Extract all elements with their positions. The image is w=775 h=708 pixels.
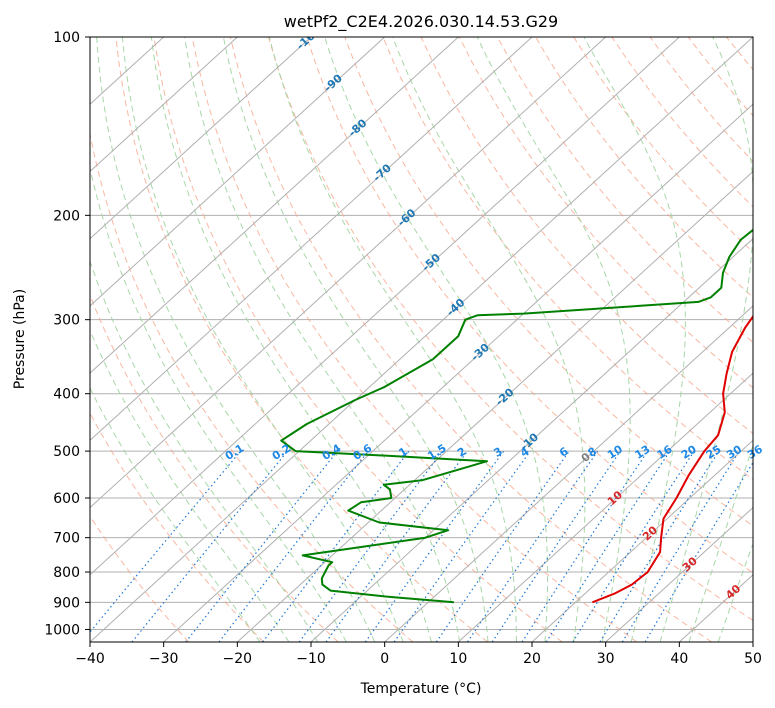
x-tick-label: −30 (149, 651, 179, 667)
x-tick-label: 50 (744, 651, 762, 667)
x-axis-title: Temperature (°C) (360, 681, 482, 697)
mixing-ratio-line (131, 450, 289, 642)
dry-adiabat (90, 131, 414, 642)
y-axis: 100 200 300 400 500 600 700 800 900 1000 (44, 30, 90, 638)
dewpoint-profile-line (280, 228, 753, 604)
mixing-ratio-line (435, 450, 570, 642)
isotherm-line (605, 506, 753, 642)
isotherm-line (457, 372, 753, 642)
isotherm-line (90, 37, 533, 442)
dry-adiabat (306, 37, 753, 574)
moist-adiabat (90, 165, 347, 642)
y-tick-label: 400 (53, 387, 80, 403)
chart-title: wetPf2_C2E4.2026.030.14.53.G29 (284, 12, 558, 32)
dry-adiabat (496, 37, 753, 344)
mixing-ratio-line (521, 450, 649, 642)
moist-adiabat (392, 37, 586, 642)
sounding-series (280, 228, 753, 604)
moist-adiabat (184, 37, 461, 642)
y-tick-label: 100 (53, 30, 80, 46)
isotherm-line (90, 37, 680, 576)
moist-adiabat (688, 444, 753, 642)
isotherm-line (310, 237, 753, 642)
x-tick-label: 20 (523, 651, 541, 667)
y-axis-title: Pressure (hPa) (12, 289, 28, 389)
plot-frame (89, 36, 754, 643)
dry-adiabat (535, 37, 753, 298)
isotherm-line (163, 103, 753, 642)
x-tick-label: −20 (223, 651, 253, 667)
y-tick-label: 700 (53, 531, 80, 547)
mixing-ratio-line (466, 450, 599, 642)
isotherm-line (90, 37, 386, 307)
skewed-isotherms (90, 37, 753, 642)
isotherm-line (90, 37, 459, 374)
mixing-ratio-line (644, 461, 753, 642)
isotherm-line (236, 170, 753, 642)
isotherm-line (90, 37, 238, 173)
x-tick-label: 10 (449, 651, 467, 667)
temperature-profile-line (592, 314, 753, 604)
mixing-ratio-line (599, 450, 720, 642)
y-tick-label: 300 (53, 313, 80, 329)
isotherm-line (384, 305, 753, 642)
mixing-ratio-line (545, 450, 671, 642)
dry-adiabat (382, 37, 753, 481)
x-tick-label: 40 (670, 651, 688, 667)
dry-adiabat (90, 412, 264, 642)
dry-adiabat (268, 37, 753, 622)
mixing-ratio-lines (90, 450, 753, 642)
moist-adiabat (324, 37, 549, 642)
moist-adiabat (659, 37, 753, 642)
mixing-ratio-line (262, 450, 410, 642)
y-tick-label: 600 (53, 491, 80, 507)
moist-adiabat (90, 328, 290, 642)
mixing-ratio-line (621, 450, 740, 642)
isotherm-line (90, 37, 312, 240)
mixing-ratio-line (572, 450, 695, 642)
moist-adiabat (222, 37, 489, 642)
y-tick-label: 500 (53, 444, 80, 460)
dry-adiabat (90, 293, 339, 642)
isotherm-line (531, 439, 753, 642)
y-tick-label: 200 (53, 208, 80, 224)
mixing-ratio-line (185, 450, 339, 642)
moist-adiabat (90, 259, 319, 642)
x-tick-label: −40 (75, 651, 105, 667)
moist-adiabat (476, 37, 631, 642)
x-tick-label: 0 (380, 651, 389, 667)
moist-adiabat (90, 387, 261, 642)
mixing-ratio-line (491, 450, 621, 642)
x-tick-label: −10 (296, 651, 326, 667)
moist-adiabat (121, 37, 404, 642)
isotherm-line (90, 37, 753, 642)
x-tick-label: 30 (597, 651, 615, 667)
y-tick-label: 1000 (44, 622, 80, 638)
moist-adiabat (717, 542, 753, 642)
isotherm-line (90, 37, 607, 509)
y-tick-label: 900 (53, 595, 80, 611)
y-tick-label: 800 (53, 565, 80, 581)
moist-adiabat (583, 37, 686, 642)
dry-adiabat (90, 515, 190, 642)
mixing-ratio-line (393, 450, 531, 642)
moist-adiabat (268, 37, 517, 642)
x-axis: −40 −30 −20 −10 0 10 20 30 40 50 (75, 642, 762, 667)
moist-adiabat (96, 37, 376, 642)
